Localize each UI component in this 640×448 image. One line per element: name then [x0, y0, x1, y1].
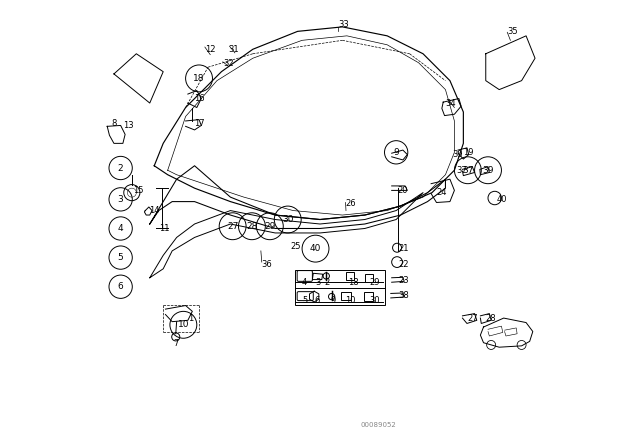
Text: 27: 27: [227, 222, 238, 231]
Text: 34: 34: [445, 99, 456, 108]
Text: 3: 3: [118, 195, 124, 204]
Text: 32: 32: [224, 59, 234, 68]
Text: 9: 9: [330, 296, 335, 305]
Text: 8: 8: [112, 119, 117, 128]
Text: 18: 18: [348, 278, 358, 287]
Text: 9: 9: [394, 148, 399, 157]
Text: 12: 12: [205, 45, 216, 54]
Text: 24: 24: [436, 188, 447, 197]
Text: 39: 39: [483, 166, 493, 175]
Bar: [346, 272, 354, 280]
Text: 10: 10: [178, 320, 189, 329]
FancyBboxPatch shape: [297, 292, 314, 301]
Text: 31: 31: [228, 45, 239, 54]
Text: 15: 15: [132, 186, 143, 195]
Text: 35: 35: [508, 27, 518, 36]
Text: 5: 5: [302, 296, 307, 305]
Text: 33: 33: [338, 20, 349, 29]
Bar: [365, 274, 373, 282]
Text: 40: 40: [497, 195, 508, 204]
Text: 28: 28: [246, 222, 257, 231]
Text: 6: 6: [314, 296, 319, 305]
Text: 30: 30: [369, 296, 380, 305]
Text: 30: 30: [282, 215, 294, 224]
Text: 26: 26: [345, 199, 356, 208]
Text: 18: 18: [193, 74, 205, 83]
Text: 29: 29: [264, 222, 275, 231]
Text: 2: 2: [118, 164, 124, 172]
Text: 37: 37: [457, 166, 467, 175]
Text: 4: 4: [118, 224, 124, 233]
Text: 17: 17: [194, 119, 204, 128]
Text: 22: 22: [398, 260, 409, 269]
Text: 38: 38: [398, 291, 409, 300]
Text: 10: 10: [345, 296, 356, 305]
Text: 16: 16: [194, 94, 204, 103]
Text: 40: 40: [310, 244, 321, 253]
Text: 3: 3: [316, 278, 321, 287]
Text: 00089052: 00089052: [360, 422, 396, 428]
Text: 1: 1: [188, 314, 193, 323]
Text: 21: 21: [398, 244, 409, 253]
Text: 11: 11: [159, 224, 169, 233]
Text: 29: 29: [369, 278, 380, 287]
Bar: [296, 270, 385, 305]
Text: 2: 2: [324, 278, 330, 287]
Text: 13: 13: [123, 121, 134, 130]
Text: 20: 20: [397, 186, 408, 195]
FancyBboxPatch shape: [297, 271, 312, 281]
Text: 39: 39: [452, 150, 463, 159]
Text: 6: 6: [118, 282, 124, 291]
Text: 27: 27: [468, 314, 479, 323]
Text: 25: 25: [291, 242, 301, 251]
Text: 14: 14: [149, 206, 159, 215]
Text: 28: 28: [486, 314, 497, 323]
Text: 5: 5: [118, 253, 124, 262]
Text: 36: 36: [261, 260, 271, 269]
Text: 23: 23: [398, 276, 409, 284]
Text: 4: 4: [302, 278, 307, 287]
Text: 19: 19: [463, 148, 474, 157]
Bar: [341, 292, 351, 300]
Text: 37: 37: [462, 166, 474, 175]
Text: 7: 7: [173, 339, 179, 348]
Bar: [364, 292, 373, 301]
